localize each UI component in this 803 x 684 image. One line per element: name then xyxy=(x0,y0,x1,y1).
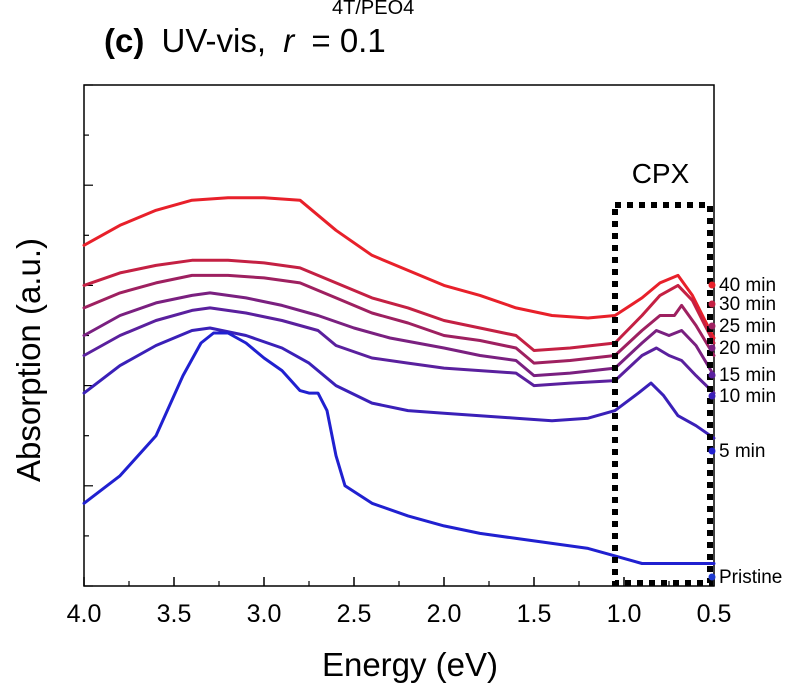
chart-title-var: r xyxy=(283,22,296,59)
series-end-marker xyxy=(708,281,716,289)
chart-title-main: UV-vis, xyxy=(162,22,267,59)
x-tick-label: 0.5 xyxy=(697,600,732,628)
series-label: 40 min xyxy=(719,275,776,296)
chart-title-prefix: (c) xyxy=(104,22,144,59)
series-end-marker xyxy=(708,392,716,400)
cpx-label: CPX xyxy=(632,158,690,189)
series-end-marker xyxy=(708,573,716,581)
series-label: 20 min xyxy=(719,338,776,359)
series-end-marker xyxy=(708,447,716,455)
series-end-marker xyxy=(708,300,716,308)
chart-top-title: 4T/PEO4 xyxy=(332,0,414,19)
series-label: 25 min xyxy=(719,316,776,337)
x-tick-label: 2.5 xyxy=(337,600,372,628)
x-tick-label: 1.0 xyxy=(607,600,642,628)
series-line xyxy=(82,196,716,340)
series-label: Pristine xyxy=(719,567,782,588)
chart-title-rest: = 0.1 xyxy=(311,22,385,59)
series-line xyxy=(82,273,716,365)
series-label: 15 min xyxy=(719,365,776,386)
series-group xyxy=(82,196,716,565)
y-axis-title: Absorption (a.u.) xyxy=(10,238,47,482)
x-tick-label: 3.0 xyxy=(247,600,282,628)
x-tick-label: 1.5 xyxy=(517,600,552,628)
series-line xyxy=(82,258,716,352)
cpx-dotted-box xyxy=(612,202,713,586)
x-axis-title: Energy (eV) xyxy=(322,646,498,683)
x-tick-label: 4.0 xyxy=(67,600,102,628)
series-line xyxy=(82,291,716,378)
series-line xyxy=(82,306,716,395)
series-label: 10 min xyxy=(719,386,776,407)
series-end-marker xyxy=(708,322,716,330)
x-axis-ticks: 4.0 3.5 3.0 2.5 2.0 1.5 1.0 0.5 xyxy=(67,577,732,628)
series-end-marker xyxy=(708,371,716,379)
series-label: 5 min xyxy=(719,441,765,462)
series-line xyxy=(82,331,716,565)
chart-title: (c) UV-vis, r = 0.1 xyxy=(104,22,386,59)
series-line xyxy=(82,326,716,440)
x-tick-label: 2.0 xyxy=(427,600,462,628)
x-tick-label: 3.5 xyxy=(157,600,192,628)
series-label: 30 min xyxy=(719,294,776,315)
series-end-marker xyxy=(708,344,716,352)
